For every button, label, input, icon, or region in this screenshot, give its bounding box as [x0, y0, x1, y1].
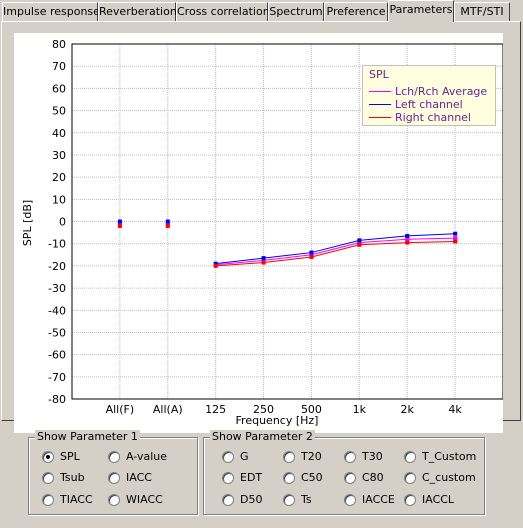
tab-cross-correlation[interactable]: Cross correlation	[176, 2, 270, 21]
x-tick-label: All(A)	[153, 403, 183, 416]
tab-mtf-sti[interactable]: MTF/STI	[454, 2, 510, 21]
data-point	[117, 221, 122, 226]
x-tick-label: 500	[301, 403, 322, 416]
y-tick-label: 50	[52, 105, 66, 118]
radio-dot	[222, 494, 234, 506]
data-point	[117, 219, 122, 224]
data-point	[453, 239, 458, 244]
tab-impulse-response[interactable]: Impulse response	[2, 2, 100, 21]
series-line	[215, 240, 456, 267]
radio-dot	[404, 494, 416, 506]
y-tick-label: 0	[59, 216, 66, 229]
y-tick-label: -30	[48, 282, 66, 295]
y-tick-label: 30	[52, 149, 66, 162]
data-point	[309, 255, 314, 259]
x-tick-label: 125	[205, 403, 226, 416]
radio-dot	[42, 494, 54, 506]
y-tick-label: -40	[48, 304, 66, 317]
data-point	[117, 223, 122, 228]
data-point	[309, 250, 314, 255]
y-tick-label: -80	[48, 393, 66, 406]
tab-reverberation[interactable]: Reverberation	[98, 2, 177, 21]
radio-dot	[222, 451, 234, 463]
y-tick-label: 60	[52, 82, 66, 95]
group-title: Show Parameter 1	[35, 430, 140, 443]
data-point	[165, 223, 170, 228]
tab-preference[interactable]: Preference	[324, 2, 388, 21]
radio-dot	[108, 451, 120, 463]
series-line	[215, 237, 456, 266]
data-point	[357, 240, 362, 245]
y-tick-label: -70	[48, 371, 66, 384]
chart-series	[117, 219, 458, 268]
data-point	[213, 261, 218, 266]
y-tick-label: 40	[52, 127, 66, 140]
radio-dot	[344, 494, 356, 506]
data-point	[213, 263, 218, 268]
data-point	[357, 242, 362, 247]
legend-swatch	[369, 104, 391, 105]
x-tick-label: 1k	[353, 403, 367, 416]
data-point	[405, 237, 410, 242]
radio-dot	[344, 472, 356, 484]
data-point	[261, 258, 266, 263]
data-point	[405, 233, 410, 238]
data-point	[405, 240, 410, 245]
radio-dot	[404, 451, 416, 463]
show-parameter-1-group: Show Parameter 1 SPL A-value Tsub IACC T…	[28, 430, 198, 515]
x-tick-labels: All(F) All(A) 125 250 500 1k 2k 4k	[106, 403, 463, 416]
legend-label: Right channel	[395, 111, 471, 124]
y-tick-label: 20	[52, 171, 66, 184]
radio-dot	[283, 451, 295, 463]
radio-dot	[404, 472, 416, 484]
data-point	[165, 221, 170, 226]
radio-dot	[42, 472, 54, 484]
y-tick-label: -20	[48, 260, 66, 273]
x-tick-label: All(F)	[106, 403, 135, 416]
radio-dot	[344, 451, 356, 463]
y-tick-label: 70	[52, 60, 66, 73]
x-tick-label: 2k	[401, 403, 415, 416]
radio-dot	[283, 494, 295, 506]
tab-parameters[interactable]: Parameters	[388, 0, 454, 22]
data-point	[261, 256, 266, 261]
chart-svg: 80 70 60 50 40 30 20 10 0 -10 -20 -30 -40 -50 -60 -70 -8…	[21, 38, 504, 427]
y-tick-label: -50	[48, 326, 66, 339]
show-parameter-2-group: Show Parameter 2 G T20 T30 T_Custom EDT …	[203, 430, 485, 515]
legend-title: SPL	[369, 68, 389, 81]
radio-dot	[283, 472, 295, 484]
y-tick-label: 10	[52, 193, 66, 206]
series-line	[215, 233, 456, 265]
group-title: Show Parameter 2	[210, 430, 315, 443]
y-tick-label: 80	[52, 38, 66, 51]
x-tick-label: 250	[253, 403, 274, 416]
radio-dot	[108, 494, 120, 506]
legend-swatch	[369, 91, 391, 92]
data-point	[165, 219, 170, 224]
y-tick-label: -60	[48, 349, 66, 362]
parameters-panel: 80 70 60 50 40 30 20 10 0 -10 -20 -30 -40 -50 -60 -70 -8…	[1, 21, 521, 433]
data-point	[309, 252, 314, 257]
radio-dot	[42, 451, 54, 463]
data-point	[261, 260, 266, 265]
radio-dot	[108, 472, 120, 484]
y-tick-labels: 80 70 60 50 40 30 20 10 0 -10 -20 -30 -40 -50 -60 -70 -8…	[48, 38, 66, 406]
legend-label: Lch/Rch Average	[395, 85, 488, 98]
tab-bar: Impulse response Reverberation Cross cor…	[0, 0, 523, 22]
legend-swatch	[369, 117, 391, 118]
x-axis-label: Frequency [Hz]	[236, 414, 319, 427]
chart-legend: SPL Lch/Rch Average Left channel Right c…	[362, 65, 496, 126]
data-point	[453, 236, 458, 241]
radio-dot	[222, 472, 234, 484]
y-axis-label: SPL [dB]	[21, 200, 34, 246]
legend-label: Left channel	[395, 98, 463, 111]
tab-spectrum[interactable]: Spectrum	[268, 2, 324, 21]
x-tick-label: 4k	[448, 403, 462, 416]
data-point	[453, 231, 458, 236]
data-point	[357, 238, 362, 243]
y-tick-label: -10	[48, 238, 66, 251]
